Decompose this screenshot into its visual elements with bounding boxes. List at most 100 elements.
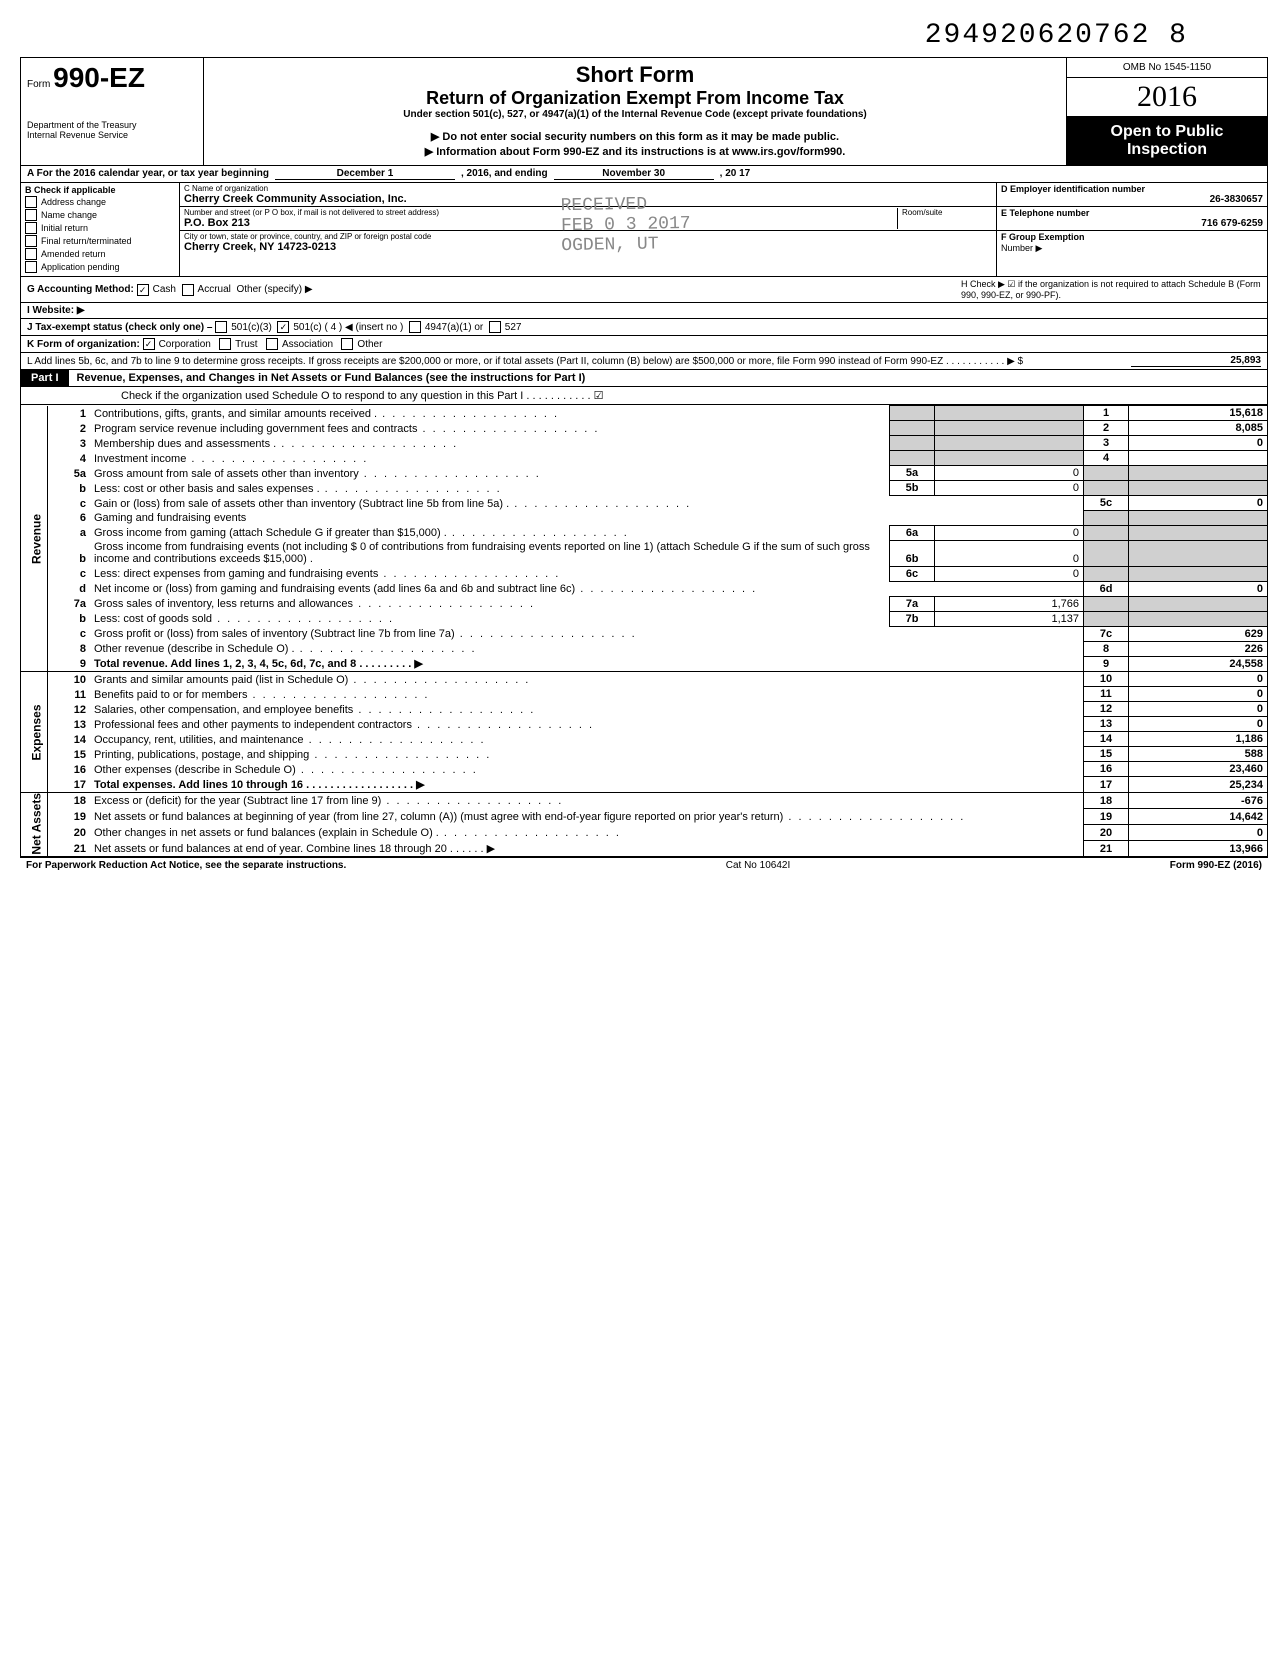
line-9-num: 9 xyxy=(48,656,91,672)
row-g-h: G Accounting Method: ✓Cash Accrual Other… xyxy=(21,277,1267,303)
line-20-val[interactable]: 0 xyxy=(1129,824,1268,840)
chk-corporation[interactable]: ✓ xyxy=(143,338,155,350)
line-6b-num: b xyxy=(48,540,91,566)
line-8-num: 8 xyxy=(48,641,91,656)
line-7b-ival[interactable]: 1,137 xyxy=(935,611,1084,626)
h-schedule-b: H Check ▶ ☑ if the organization is not r… xyxy=(961,279,1261,300)
line-15-val[interactable]: 588 xyxy=(1129,747,1268,762)
part-1-check-o: Check if the organization used Schedule … xyxy=(21,387,1267,405)
chk-501c3[interactable] xyxy=(215,321,227,333)
line-6d-val[interactable]: 0 xyxy=(1129,581,1268,596)
line-11-val[interactable]: 0 xyxy=(1129,687,1268,702)
line-18-val[interactable]: -676 xyxy=(1129,792,1268,808)
line-18-desc: Excess or (deficit) for the year (Subtra… xyxy=(90,792,1084,808)
line-1-box: 1 xyxy=(1084,406,1129,421)
line-6a-ival[interactable]: 0 xyxy=(935,525,1084,540)
line-5c-val[interactable]: 0 xyxy=(1129,496,1268,511)
line-1: Revenue 1 Contributions, gifts, grants, … xyxy=(21,406,1267,421)
row-l-gross-receipts: L Add lines 5b, 6c, and 7b to line 9 to … xyxy=(21,353,1267,370)
expenses-side-label: Expenses xyxy=(21,672,48,793)
line-2-box: 2 xyxy=(1084,421,1129,436)
line-3-num: 3 xyxy=(48,436,91,451)
line-19: 19 Net assets or fund balances at beginn… xyxy=(21,808,1267,824)
dept-treasury: Department of the Treasury xyxy=(27,120,197,130)
chk-initial-return[interactable]: Initial return xyxy=(25,222,175,234)
line-6c-ival[interactable]: 0 xyxy=(935,566,1084,581)
chk-4947[interactable] xyxy=(409,321,421,333)
row-a-end[interactable]: November 30 xyxy=(554,168,714,180)
chk-address-change-label: Address change xyxy=(41,197,106,207)
line-6b-ival[interactable]: 0 xyxy=(935,540,1084,566)
line-5b-ival[interactable]: 0 xyxy=(935,481,1084,496)
line-5a-ival[interactable]: 0 xyxy=(935,466,1084,481)
line-16-val[interactable]: 23,460 xyxy=(1129,762,1268,777)
line-18-box: 18 xyxy=(1084,792,1129,808)
chk-527[interactable] xyxy=(489,321,501,333)
line-4: 4 Investment income 4 xyxy=(21,451,1267,466)
c-name-label: C Name of organization xyxy=(184,184,992,193)
chk-amended-return[interactable]: Amended return xyxy=(25,248,175,260)
c-org-name[interactable]: Cherry Creek Community Association, Inc. xyxy=(184,193,992,205)
line-14-num: 14 xyxy=(48,732,91,747)
line-6c-num: c xyxy=(48,566,91,581)
line-10-val[interactable]: 0 xyxy=(1129,672,1268,687)
chk-other[interactable] xyxy=(341,338,353,350)
line-2-val[interactable]: 8,085 xyxy=(1129,421,1268,436)
chk-accrual[interactable] xyxy=(182,284,194,296)
open-public: Open to Public Inspection xyxy=(1067,117,1267,165)
footer-left: For Paperwork Reduction Act Notice, see … xyxy=(26,860,346,871)
line-7c-val[interactable]: 629 xyxy=(1129,626,1268,641)
chk-cash[interactable]: ✓ xyxy=(137,284,149,296)
j-label: J Tax-exempt status (check only one) – xyxy=(27,322,212,333)
line-21-box: 21 xyxy=(1084,840,1129,857)
chk-final-return[interactable]: Final return/terminated xyxy=(25,235,175,247)
line-14-val[interactable]: 1,186 xyxy=(1129,732,1268,747)
row-a-yr: , 20 17 xyxy=(720,168,751,180)
line-12-val[interactable]: 0 xyxy=(1129,702,1268,717)
line-13-val[interactable]: 0 xyxy=(1129,717,1268,732)
line-21-val[interactable]: 13,966 xyxy=(1129,840,1268,857)
line-20-desc: Other changes in net assets or fund bala… xyxy=(90,824,1084,840)
line-6b-desc: Gross income from fundraising events (no… xyxy=(90,540,890,566)
line-17-val[interactable]: 25,234 xyxy=(1129,777,1268,793)
subtitle: Under section 501(c), 527, or 4947(a)(1)… xyxy=(212,109,1058,120)
c-org-address[interactable]: P.O. Box 213 xyxy=(184,217,897,229)
row-a-begin[interactable]: December 1 xyxy=(275,168,455,180)
title-return: Return of Organization Exempt From Incom… xyxy=(212,88,1058,109)
e-phone-label: E Telephone number xyxy=(1001,208,1263,218)
j-501c-label: 501(c) ( 4 ) ◀ (insert no ) xyxy=(293,322,403,333)
line-1-val[interactable]: 15,618 xyxy=(1129,406,1268,421)
d-ein-value[interactable]: 26-3830657 xyxy=(1001,194,1263,205)
line-2-desc: Program service revenue including govern… xyxy=(90,421,890,436)
line-6d: d Net income or (loss) from gaming and f… xyxy=(21,581,1267,596)
line-17: 17 Total expenses. Add lines 10 through … xyxy=(21,777,1267,793)
dln-stamp: 294920620762 8 xyxy=(20,20,1268,51)
l-value[interactable]: 25,893 xyxy=(1131,355,1261,367)
line-8-val[interactable]: 226 xyxy=(1129,641,1268,656)
line-5b-num: b xyxy=(48,481,91,496)
line-4-val[interactable] xyxy=(1129,451,1268,466)
line-16: 16 Other expenses (describe in Schedule … xyxy=(21,762,1267,777)
line-6a-num: a xyxy=(48,525,91,540)
line-19-val[interactable]: 14,642 xyxy=(1129,808,1268,824)
line-9-val[interactable]: 24,558 xyxy=(1129,656,1268,672)
chk-address-change[interactable]: Address change xyxy=(25,196,175,208)
line-3-val[interactable]: 0 xyxy=(1129,436,1268,451)
e-phone-value[interactable]: 716 679-6259 xyxy=(1001,218,1263,229)
chk-association[interactable] xyxy=(266,338,278,350)
line-15: 15 Printing, publications, postage, and … xyxy=(21,747,1267,762)
g-accrual-label: Accrual xyxy=(198,284,231,295)
line-15-num: 15 xyxy=(48,747,91,762)
line-17-desc: Total expenses. Add lines 10 through 16 … xyxy=(90,777,1084,793)
footer-right: Form 990-EZ (2016) xyxy=(1170,860,1262,871)
line-7a-ival[interactable]: 1,766 xyxy=(935,596,1084,611)
line-21-num: 21 xyxy=(48,840,91,857)
chk-501c[interactable]: ✓ xyxy=(277,321,289,333)
line-1-num: 1 xyxy=(48,406,91,421)
chk-application-pending[interactable]: Application pending xyxy=(25,261,175,273)
chk-name-change[interactable]: Name change xyxy=(25,209,175,221)
line-7b-desc: Less: cost of goods sold xyxy=(90,611,890,626)
line-7c: c Gross profit or (loss) from sales of i… xyxy=(21,626,1267,641)
chk-trust[interactable] xyxy=(219,338,231,350)
c-org-city[interactable]: Cherry Creek, NY 14723-0213 xyxy=(184,241,992,253)
